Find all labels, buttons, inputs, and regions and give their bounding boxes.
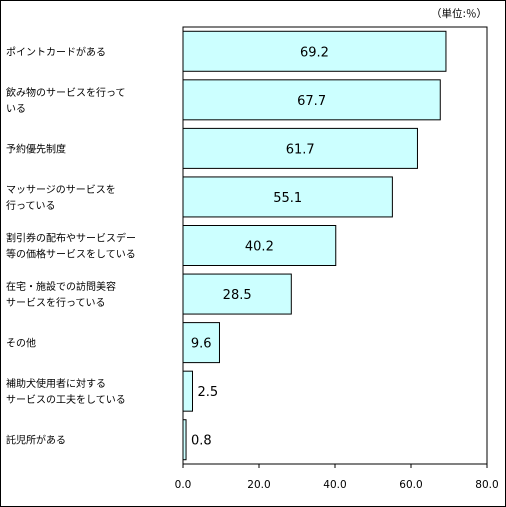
value-label: 2.5 bbox=[198, 385, 219, 400]
category-label: 飲み物のサービスを行って bbox=[6, 86, 126, 99]
bar bbox=[182, 30, 447, 72]
bar bbox=[182, 225, 337, 266]
category-label: その他 bbox=[6, 337, 36, 350]
category-label: 予約優先制度 bbox=[6, 142, 66, 155]
category-label: 等の価格サービスをしている bbox=[6, 248, 136, 261]
x-tick-label: 60.0 bbox=[399, 479, 422, 491]
x-tick-label: 20.0 bbox=[247, 479, 270, 491]
value-label: 61.7 bbox=[286, 142, 315, 157]
bar bbox=[182, 273, 292, 315]
category-label: 補助犬使用者に対する bbox=[6, 377, 106, 390]
category-label: ポイントカードがある bbox=[6, 45, 106, 58]
value-label: 28.5 bbox=[223, 288, 252, 303]
bar bbox=[182, 176, 393, 218]
bar bbox=[182, 322, 220, 364]
bar bbox=[182, 127, 418, 169]
category-label: マッサージのサービスを bbox=[6, 184, 116, 196]
x-tick-label: 0.0 bbox=[175, 479, 192, 491]
bar bbox=[182, 370, 193, 412]
unit-label: （単位:％） bbox=[431, 7, 487, 20]
value-label: 69.2 bbox=[300, 45, 329, 60]
x-tick-label: 40.0 bbox=[323, 479, 346, 491]
x-tick-label: 80.0 bbox=[475, 479, 498, 491]
value-label: 0.8 bbox=[191, 434, 212, 449]
category-label: 在宅・施設での訪問美容 bbox=[6, 280, 116, 293]
category-label: いる bbox=[6, 103, 26, 115]
category-label: サービスの工夫をしている bbox=[6, 394, 126, 406]
category-label: 託児所がある bbox=[6, 434, 66, 447]
bar bbox=[182, 79, 441, 121]
category-label: 行っている bbox=[6, 199, 56, 212]
value-label: 67.7 bbox=[297, 94, 326, 109]
bar bbox=[182, 419, 187, 461]
category-label: 割引券の配布やサービスデー bbox=[6, 232, 136, 245]
value-label: 55.1 bbox=[273, 191, 302, 206]
value-label: 40.2 bbox=[245, 240, 274, 255]
value-label: 9.6 bbox=[191, 337, 212, 352]
category-label: サービスを行っている bbox=[6, 296, 106, 309]
